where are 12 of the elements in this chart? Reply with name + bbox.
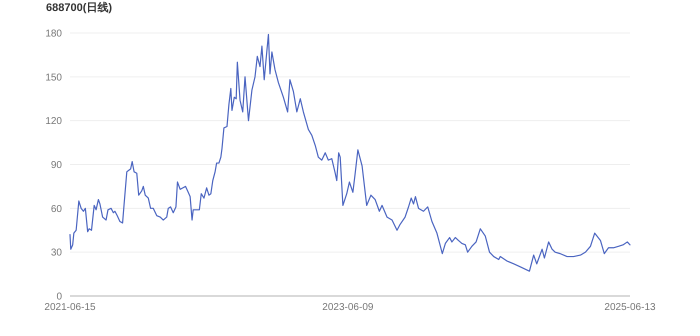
x-tick-label: 2021-06-15 bbox=[44, 302, 96, 313]
y-tick-label: 180 bbox=[45, 28, 62, 40]
line-series bbox=[69, 34, 631, 272]
y-tick-label: 90 bbox=[50, 160, 62, 171]
y-tick-label: 150 bbox=[45, 72, 62, 84]
y-tick-label: 60 bbox=[50, 204, 62, 215]
y-tick-label: 30 bbox=[50, 248, 62, 259]
chart-title: 688700(日线) bbox=[46, 1, 112, 14]
x-tick-label: 2023-06-09 bbox=[322, 302, 374, 313]
y-tick-label: 120 bbox=[45, 116, 62, 128]
x-tick-label: 2025-06-13 bbox=[604, 302, 656, 313]
y-tick-label: 0 bbox=[56, 292, 62, 302]
